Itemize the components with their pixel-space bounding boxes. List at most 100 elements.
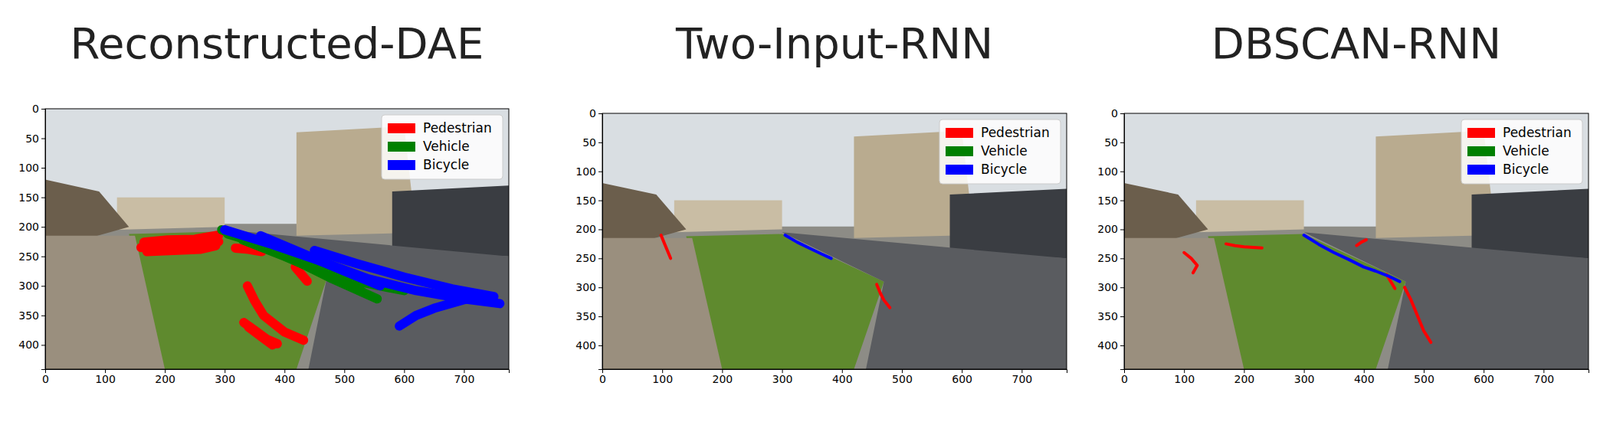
y-tick-label: 150 xyxy=(18,191,40,204)
legend-swatch xyxy=(387,160,416,171)
x-tick: 400 xyxy=(274,369,296,386)
trajectory xyxy=(1404,287,1431,343)
y-tick: 150 xyxy=(575,194,603,207)
x-tick-label: 100 xyxy=(1173,373,1195,386)
y-tick: 0 xyxy=(589,107,603,120)
road xyxy=(1304,232,1589,370)
scene-background xyxy=(1124,113,1589,370)
legend-label: Bicycle xyxy=(422,157,469,173)
y-tick-label: 50 xyxy=(582,136,597,149)
legend-swatch xyxy=(1467,146,1496,157)
y-tick-mark xyxy=(598,316,603,318)
legend-entry: Bicycle xyxy=(1467,161,1549,178)
y-tick-label: 350 xyxy=(1097,310,1119,323)
legend-entry: Pedestrian xyxy=(945,124,1050,141)
y-tick-label: 300 xyxy=(1097,281,1119,294)
legend: Pedestrian Vehicle Bicycle xyxy=(381,114,503,180)
y-tick-mark xyxy=(598,258,603,260)
legend-box xyxy=(381,114,503,180)
x-tick-label: 100 xyxy=(652,373,673,386)
y-tick-mark xyxy=(41,197,46,199)
x-tick-label: 300 xyxy=(214,373,236,386)
x-tick: 100 xyxy=(652,369,673,386)
x-tick-label: 0 xyxy=(1121,373,1128,386)
x-tick: 200 xyxy=(154,369,176,386)
y-tick-mark xyxy=(41,344,46,346)
sky xyxy=(45,108,509,370)
legend-swatch xyxy=(945,127,974,138)
y-tick: 300 xyxy=(18,279,46,292)
y-tick-mark xyxy=(41,138,46,140)
legend-box xyxy=(939,119,1061,184)
panel: 0100200300400500600700050100150200250300… xyxy=(18,102,509,386)
sky xyxy=(602,113,1067,370)
x-tick-label: 700 xyxy=(1011,373,1033,386)
x-tick-label: 500 xyxy=(891,373,913,386)
y-tick-label: 200 xyxy=(575,222,597,236)
trajectory xyxy=(1356,239,1367,246)
y-tick: 300 xyxy=(575,281,603,294)
trajectory xyxy=(147,245,217,253)
y-tick-label: 300 xyxy=(575,281,597,294)
legend-entry: Vehicle xyxy=(1467,143,1550,159)
x-tick-label: 600 xyxy=(394,373,416,386)
legend-swatch xyxy=(945,164,974,175)
x-tick-label: 500 xyxy=(1413,373,1435,386)
legend-label: Vehicle xyxy=(422,138,470,155)
legend-entry: Bicycle xyxy=(387,157,469,173)
legend: PedestrianVehicleBicycle xyxy=(939,119,1061,184)
building-dark xyxy=(392,185,509,257)
title: Reconstructed-DAE xyxy=(70,18,485,69)
y-tick-label: 350 xyxy=(575,310,597,323)
x-tick: 700 xyxy=(1533,369,1555,386)
x-tick-label: 300 xyxy=(1294,373,1315,386)
x-tick: 700 xyxy=(454,369,476,386)
x-tick: 600 xyxy=(394,369,416,386)
y-tick: 0 xyxy=(1111,107,1125,120)
legend-entry: Pedestrian xyxy=(387,120,492,136)
x-tick: 500 xyxy=(891,369,913,386)
trajectories xyxy=(140,229,500,345)
trajectories xyxy=(661,235,891,309)
x-tick-label: 200 xyxy=(712,373,734,386)
legend-swatch xyxy=(1467,164,1496,175)
legend-swatch xyxy=(387,141,416,152)
trajectory xyxy=(144,235,220,243)
x-tick-label: 0 xyxy=(599,373,607,386)
x-tick: 600 xyxy=(951,369,973,386)
legend-box xyxy=(1461,119,1583,184)
trajectory xyxy=(314,250,494,297)
x-tick-label: 200 xyxy=(154,373,176,386)
x-tick: 300 xyxy=(772,369,794,386)
x-axis: 0100200300400500600700 xyxy=(599,369,1067,386)
x-tick-label: 400 xyxy=(274,373,296,386)
y-tick: 200 xyxy=(18,220,46,233)
y-tick: 50 xyxy=(25,132,46,145)
x-tick-label: 400 xyxy=(1354,373,1375,386)
legend-label: Pedestrian xyxy=(1502,124,1572,141)
y-tick-label: 200 xyxy=(1097,222,1119,236)
path-wall xyxy=(602,238,722,370)
y-tick-mark xyxy=(1120,345,1125,347)
y-tick: 100 xyxy=(575,165,603,178)
frame xyxy=(45,108,509,370)
legend-entry: Pedestrian xyxy=(1467,124,1572,141)
x-tick-label: 0 xyxy=(42,373,50,386)
y-tick-label: 400 xyxy=(18,338,40,351)
y-tick: 400 xyxy=(575,339,603,352)
x-axis: 0100200300400500600700 xyxy=(1121,369,1589,386)
y-tick: 150 xyxy=(1097,194,1125,207)
buildings-far xyxy=(117,197,226,230)
y-axis-line xyxy=(41,109,46,371)
x-tick-label: 600 xyxy=(951,373,973,386)
y-tick-label: 300 xyxy=(18,279,40,292)
y-tick-mark xyxy=(1120,258,1125,260)
title: Two-Input-RNN xyxy=(675,18,994,69)
legend-swatch xyxy=(945,146,974,157)
trajectory xyxy=(661,235,672,259)
y-tick-label: 0 xyxy=(32,102,40,115)
y-axis: 050100150200250300350400 xyxy=(575,107,603,371)
y-axis-line xyxy=(1120,114,1125,371)
trajectory xyxy=(399,298,467,326)
y-tick-label: 400 xyxy=(575,339,597,352)
